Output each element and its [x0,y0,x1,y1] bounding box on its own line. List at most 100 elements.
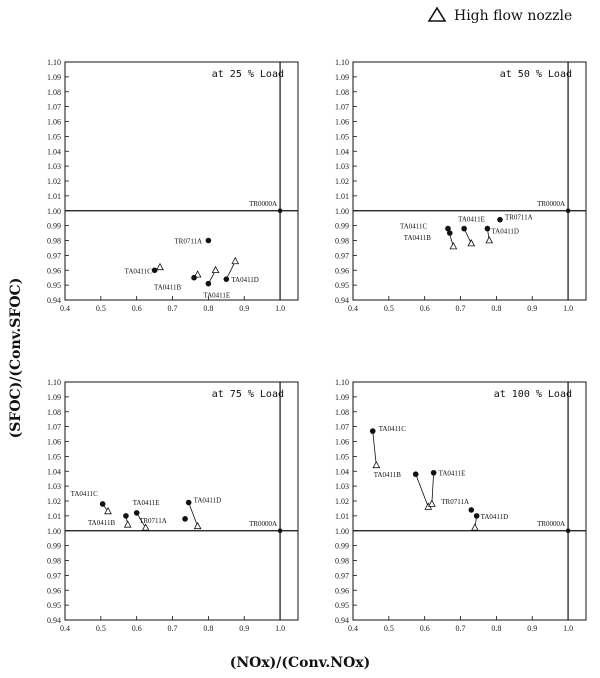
legend-label: High flow nozzle [454,8,572,24]
y-tick-label: 1.09 [47,73,61,82]
x-tick-label: 0.9 [239,624,249,633]
conventional-marker [151,267,158,274]
y-tick-label: 0.99 [47,222,61,231]
reference-label: TR0000A [249,200,277,208]
reference-point [277,208,283,214]
y-tick-label: 1.10 [335,58,349,67]
point-label: TA0411B [374,471,402,479]
y-tick-label: 0.96 [335,586,349,595]
conventional-marker [185,499,192,506]
connector-line [431,472,435,504]
y-tick-label: 1.01 [47,192,61,201]
high-flow-marker [372,460,381,469]
y-tick-label: 1.06 [47,118,61,127]
x-tick-label: 0.8 [203,304,213,313]
high-flow-marker [211,265,220,274]
connector-line [225,261,236,280]
panel-title: at 75 % Load [212,389,284,400]
y-tick-label: 1.00 [47,527,61,536]
x-tick-label: 0.5 [96,304,106,313]
y-tick-label: 1.05 [47,132,61,141]
y-tick-label: 0.97 [335,571,349,580]
y-tick-label: 0.98 [47,237,61,246]
conventional-marker [445,225,451,232]
conventional-marker [468,507,475,513]
point-label: TA0411C [125,267,153,275]
conventional-marker [205,237,212,244]
y-tick-label: 1.05 [47,452,61,461]
point-label: TA0411D [231,276,259,284]
x-tick-label: 0.8 [491,624,501,633]
high-flow-marker [467,239,476,247]
point-label: TA0411C [400,223,428,231]
high-flow-marker [104,506,112,515]
reference-point [565,528,571,534]
reference-point [565,208,571,214]
y-tick-label: 1.09 [47,393,61,402]
y-tick-label: 0.94 [335,616,349,625]
conventional-marker [473,513,480,519]
y-tick-label: 1.00 [335,207,349,216]
reference-label: TR0000A [537,520,565,528]
y-tick-label: 1.07 [47,423,61,432]
y-tick-label: 0.97 [335,251,349,260]
x-tick-label: 0.6 [420,304,430,313]
chart-panel-2: 0.94 0.95 0.96 0.97 0.98 0.99 1.00 1.01 1.02 1.03… [335,58,587,313]
y-tick-label: 1.06 [335,438,349,447]
y-tick-label: 0.94 [335,296,349,305]
conventional-marker [484,225,491,232]
panel-title: at 25 % Load [212,69,284,80]
y-tick-label: 1.02 [335,497,349,506]
x-tick-label: 0.7 [168,304,178,313]
x-tick-label: 0.6 [132,624,142,633]
reference-point [277,528,283,534]
connector-line [415,474,429,508]
panel-title: at 50 % Load [500,69,572,80]
plot-frame [352,381,587,621]
x-tick-label: 1.0 [563,304,573,313]
chart-panel-1: 0.94 0.95 0.96 0.97 0.98 0.99 1.00 1.01 1.02 1.03… [47,58,299,313]
point-label: TR0711A [505,214,533,222]
y-tick-label: 1.07 [335,103,349,112]
point-label: TR0711A [139,517,167,525]
high-flow-marker [156,262,164,271]
y-tick-label: 1.05 [335,132,349,141]
x-tick-label: 1.0 [563,624,573,633]
y-tick-label: 1.03 [335,482,349,491]
point-label: TA0411E [203,292,230,300]
y-tick-label: 1.00 [47,207,61,216]
y-tick-label: 0.99 [335,222,349,231]
connector-line [372,431,377,466]
y-tick-label: 1.05 [335,452,349,461]
y-axis-title: (SFOC)/(Conv.SFOC) [8,278,24,439]
legend-triangle-icon [427,6,447,22]
y-tick-label: 1.07 [335,423,349,432]
high-flow-marker [141,523,150,531]
conventional-marker [123,513,129,519]
reference-label: TR0000A [249,520,277,528]
conventional-marker [412,471,419,478]
y-tick-label: 1.02 [47,497,61,506]
point-label: TA0411B [88,519,116,527]
y-tick-label: 1.03 [47,162,61,171]
y-tick-label: 1.10 [335,378,349,387]
y-tick-label: 0.95 [335,601,349,610]
conventional-marker [446,230,453,236]
y-tick-label: 1.02 [335,177,349,186]
chart-panel-3: 0.94 0.95 0.96 0.97 0.98 0.99 1.00 1.01 1.02 1.03… [47,378,299,633]
point-label: TA0411B [154,284,182,292]
y-tick-label: 1.08 [335,408,349,417]
y-tick-label: 0.96 [335,266,349,275]
y-tick-label: 1.04 [335,147,349,156]
x-tick-label: 0.5 [384,624,394,633]
y-tick-label: 1.09 [335,393,349,402]
conventional-marker [497,216,503,223]
x-tick-label: 1.0 [275,304,285,313]
plot-frame [64,381,299,621]
y-tick-label: 0.99 [335,542,349,551]
y-tick-label: 0.95 [47,601,61,610]
y-tick-label: 0.99 [47,542,61,551]
conventional-marker [182,516,188,522]
high-flow-marker [471,523,479,531]
